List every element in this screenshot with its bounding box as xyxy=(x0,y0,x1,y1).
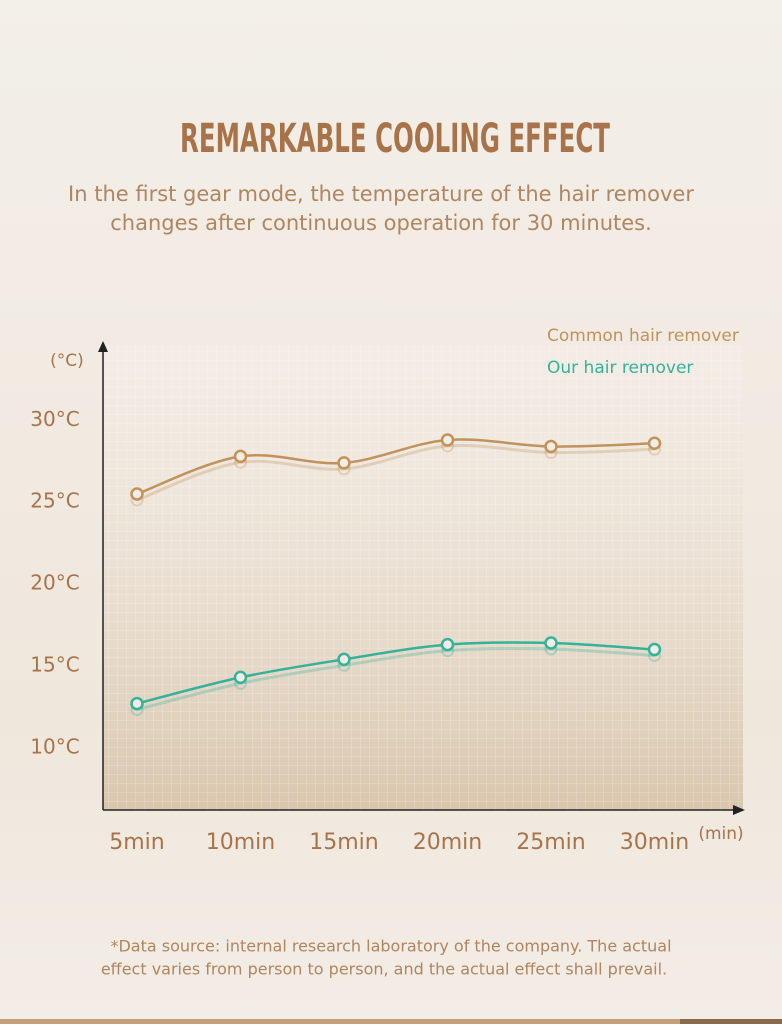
footnote: effect varies from person to person, and… xyxy=(101,960,667,979)
x-tick-label: 5min xyxy=(109,830,164,855)
line-shadow xyxy=(136,646,655,712)
y-axis-arrow xyxy=(98,341,108,352)
y-tick-label: 30°C xyxy=(30,407,79,431)
data-point xyxy=(233,449,248,464)
y-tick-label: 10°C xyxy=(30,734,79,758)
data-point xyxy=(647,436,662,450)
data-point xyxy=(440,637,455,652)
data-point xyxy=(130,487,144,501)
bottom-bar xyxy=(680,1019,782,1024)
y-axis-label: (°C) xyxy=(50,351,84,371)
data-point xyxy=(337,456,351,470)
data-point xyxy=(544,439,558,454)
line-shadow xyxy=(136,443,655,502)
bottom-bar xyxy=(0,1019,680,1024)
subtitle: changes after continuous operation for 3… xyxy=(110,211,652,235)
data-point xyxy=(130,696,144,711)
x-tick-label: 10min xyxy=(206,830,275,855)
data-point xyxy=(544,636,558,650)
data-point xyxy=(233,670,248,685)
series-line xyxy=(136,438,655,496)
chart-title: REMARKABLE COOLING EFFECT xyxy=(180,116,610,162)
y-tick-label: 20°C xyxy=(30,571,79,595)
series-line xyxy=(136,641,655,705)
subtitle: In the first gear mode, the temperature … xyxy=(68,182,694,206)
x-tick-label: 25min xyxy=(516,830,585,855)
legend-label: Common hair remover xyxy=(547,326,739,346)
x-tick-label: 15min xyxy=(309,830,378,855)
x-tick-label: 30min xyxy=(620,830,689,855)
data-point xyxy=(440,433,455,447)
x-tick-label: 20min xyxy=(413,830,482,855)
data-point xyxy=(337,652,351,667)
legend-label: Our hair remover xyxy=(547,358,693,378)
x-axis-label: (min) xyxy=(698,824,743,844)
data-point xyxy=(647,642,662,657)
x-axis-arrow xyxy=(733,805,745,815)
y-tick-label: 15°C xyxy=(30,652,79,676)
footnote: *Data source: internal research laborato… xyxy=(110,937,671,956)
plot-grid xyxy=(103,345,743,810)
y-tick-label: 25°C xyxy=(30,489,79,513)
